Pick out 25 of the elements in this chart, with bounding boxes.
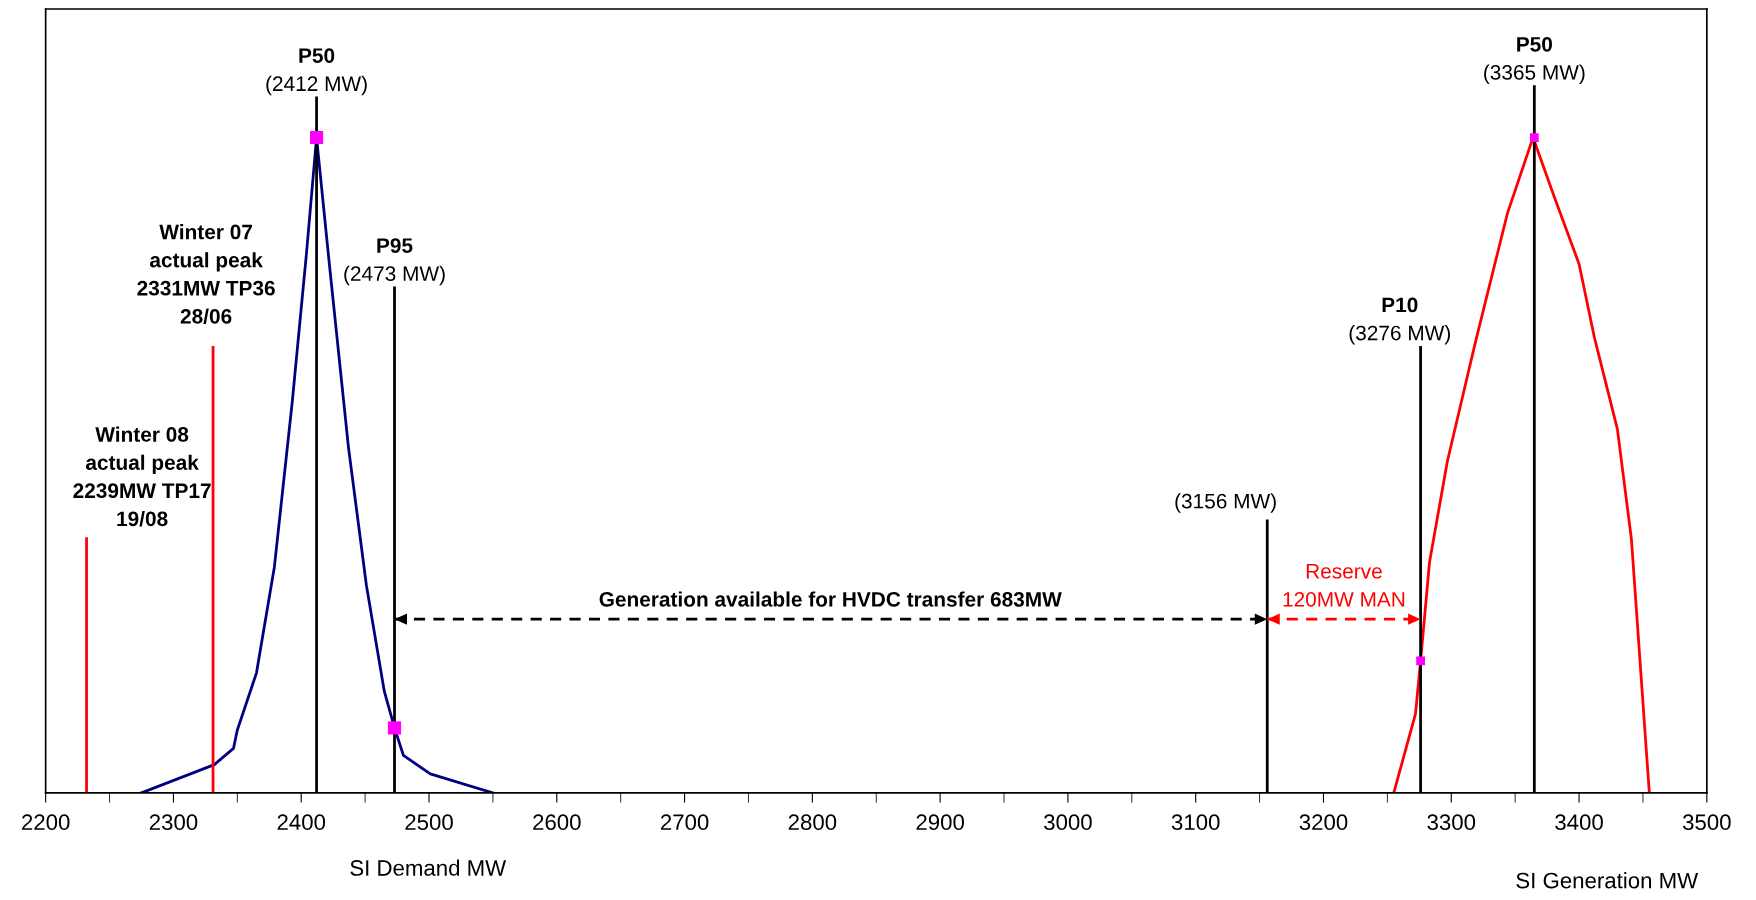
x-tick-label: 3300 [1427, 814, 1476, 831]
x-tick-label: 2200 [22, 814, 70, 831]
annotation: P95 (2473 MW) [344, 238, 445, 286]
x-tick-label: 2700 [660, 814, 709, 831]
annotation: Winter 07 actual peak 2331MW TP36 28/06 [137, 224, 275, 324]
annotation: Winter 08 actual peak 2239MW TP17 19/08 [73, 426, 211, 527]
x-tick-label: 2400 [277, 814, 326, 831]
annotation: P50 (2412 MW) [266, 48, 367, 96]
annotation: P10 (3276 MW) [1349, 297, 1450, 345]
x-tick-label: 3200 [1299, 814, 1348, 831]
x-tick-label: 3100 [1171, 814, 1220, 831]
x-axis-title: SI Demand MW [350, 859, 507, 876]
annotation: P50 (3365 MW) [1484, 36, 1585, 84]
x-tick-label: 2500 [405, 814, 453, 831]
x-tick-label: 3000 [1044, 814, 1092, 831]
x-tick-label: 2300 [149, 814, 198, 831]
x-tick-label: 3500 [1682, 814, 1731, 831]
x-tick-label: 2800 [788, 814, 837, 831]
annotation: (3156 MW) [1175, 493, 1276, 513]
x-tick-label: 2600 [533, 814, 581, 831]
x-tick-label: 2900 [916, 814, 964, 831]
x-tick-label: 3400 [1555, 814, 1603, 831]
text: SI Generation MW [1516, 872, 1699, 889]
annotation: Reserve 120MW MAN [1283, 564, 1405, 607]
annotation: Generation available for HVDC transfer 683MW [599, 591, 1062, 607]
